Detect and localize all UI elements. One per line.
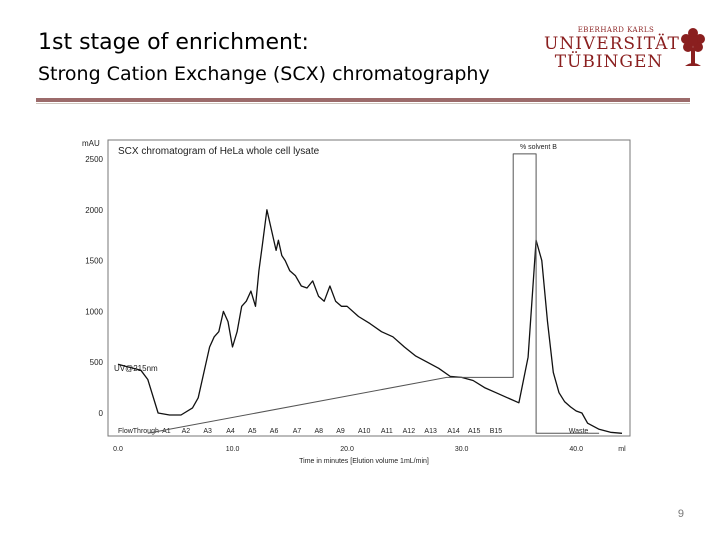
fraction-label: A14	[447, 428, 460, 435]
solvent-gradient-line	[147, 153, 600, 434]
fraction-label: A12	[403, 428, 416, 435]
x-tick-label: ml	[618, 446, 626, 453]
chromatogram-chart: SCX chromatogram of HeLa whole cell lysa…	[72, 130, 642, 475]
y-tick-label: 0	[99, 409, 104, 418]
fraction-label: B15	[490, 428, 503, 435]
y-tick-labels: 2500 2000 1500 1000 500 0	[85, 155, 103, 418]
x-tick-label: 40.0	[569, 446, 583, 453]
y-tick-label: 500	[90, 358, 104, 367]
fraction-label: A5	[248, 428, 257, 435]
y-tick-label: 1000	[85, 307, 103, 316]
x-tick-label: 0.0	[113, 446, 123, 453]
gradient-label: % solvent B	[520, 144, 557, 151]
x-tick-labels: 0.0 10.0 20.0 30.0 40.0 ml	[113, 446, 626, 453]
fraction-label: A1	[162, 428, 171, 435]
x-tick-label: 20.0	[340, 446, 354, 453]
uv-trace-line	[117, 209, 623, 434]
fraction-label: FlowThrough	[118, 428, 159, 435]
slide-title: 1st stage of enrichment:	[38, 30, 309, 55]
fraction-label: Waste	[569, 428, 589, 435]
fraction-label: A6	[270, 428, 279, 435]
x-tick-label: 30.0	[455, 446, 469, 453]
fraction-label: A11	[381, 428, 393, 435]
y-axis-label: mAU	[82, 139, 100, 148]
chart-svg: SCX chromatogram of HeLa whole cell lysa…	[82, 139, 631, 465]
tree-icon	[681, 28, 705, 66]
fraction-label: A3	[203, 428, 212, 435]
y-tick-label: 2500	[85, 155, 103, 164]
fraction-label: A7	[293, 428, 302, 435]
fraction-label: A10	[358, 428, 371, 435]
logo-line-3: TÜBINGEN	[554, 52, 664, 72]
x-axis-label: Time in minutes [Elution volume 1mL/min]	[299, 458, 429, 465]
fraction-label: A13	[424, 428, 437, 435]
chart-title: SCX chromatogram of HeLa whole cell lysa…	[118, 146, 320, 157]
y-tick-label: 1500	[85, 257, 103, 266]
logo-line-2: UNIVERSITÄT	[544, 34, 680, 54]
page-number: 9	[677, 508, 684, 520]
fraction-label: A8	[314, 428, 323, 435]
fraction-labels: FlowThrough A1 A2 A3 A4 A5 A6 A7 A8 A9 A10 A11 A12 A1…	[118, 428, 588, 435]
title-divider	[36, 98, 690, 102]
fraction-label: A2	[182, 428, 191, 435]
x-tick-label: 10.0	[226, 446, 240, 453]
fraction-label: A9	[336, 428, 345, 435]
series-layer	[117, 153, 623, 434]
title-divider-shadow	[36, 103, 690, 104]
y-tick-label: 2000	[85, 206, 103, 215]
logo-line-1: EBERHARD KARLS	[577, 26, 655, 34]
university-logo: EBERHARD KARLS UNIVERSITÄT TÜBINGEN	[540, 22, 710, 77]
slide-subtitle: Strong Cation Exchange (SCX) chromatogra…	[38, 63, 490, 85]
plot-frame	[107, 139, 631, 437]
fraction-label: A4	[226, 428, 235, 435]
fraction-label: A15	[468, 428, 481, 435]
